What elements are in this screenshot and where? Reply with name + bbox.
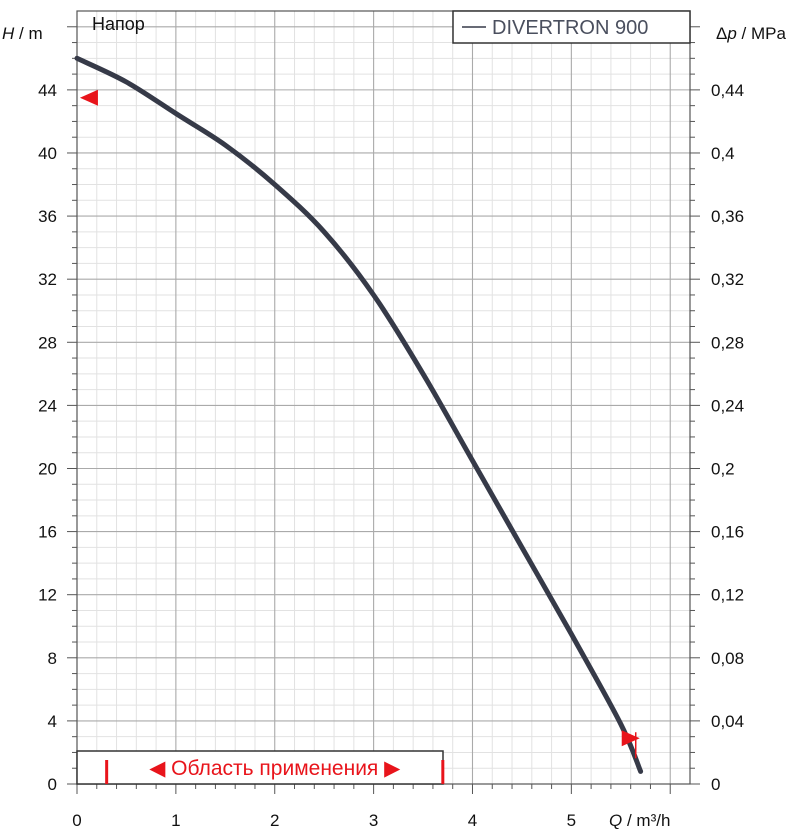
x-axis-tick-label: 4 bbox=[468, 811, 477, 829]
y-axis-right-tick-label: 0,44 bbox=[711, 81, 744, 100]
y-axis-right-tick-label: 0,04 bbox=[711, 712, 744, 731]
y-axis-right-tick-label: 0,12 bbox=[711, 586, 744, 605]
y-axis-right-tick-label: 0,36 bbox=[711, 207, 744, 226]
x-axis-tick-label: 2 bbox=[270, 811, 279, 829]
application-range-box: ◀ Область применения ▶ bbox=[76, 750, 445, 785]
y-axis-left-tick-label: 16 bbox=[38, 523, 57, 542]
y-axis-left-tick-label: 36 bbox=[38, 207, 57, 226]
y-axis-left-tick-label: 44 bbox=[38, 81, 57, 100]
y-axis-right-tick-label: 0,32 bbox=[711, 270, 744, 289]
y-axis-right-ticks: 0 0,04 0,08 0,12 0,16 0,2 0,24 0,28 0,32 0,36 0,4 0… bbox=[690, 26, 744, 794]
x-axis-title: Q / m³/h bbox=[609, 811, 670, 829]
x-axis-tick-label: 3 bbox=[369, 811, 378, 829]
y-axis-left-tick-label: 40 bbox=[38, 144, 57, 163]
y-axis-left-tick-label: 8 bbox=[48, 649, 57, 668]
y-axis-left-ticks: 0 4 8 12 16 20 24 28 32 36 40 44 bbox=[38, 26, 77, 794]
x-axis-tick-label: 5 bbox=[567, 811, 576, 829]
start-operating-point-marker bbox=[79, 89, 98, 106]
y-axis-left-symbol: H bbox=[2, 24, 15, 43]
y-axis-right-symbol-p: p bbox=[726, 24, 736, 43]
y-axis-right-tick-label: 0,08 bbox=[711, 649, 744, 668]
x-axis-tick-label: 0 bbox=[72, 811, 81, 829]
application-range-frame bbox=[76, 750, 444, 785]
y-axis-left-tick-label: 4 bbox=[48, 712, 57, 731]
y-axis-left-tick-label: 32 bbox=[38, 270, 57, 289]
y-axis-left-title: H / m bbox=[2, 24, 43, 43]
y-axis-right-tick-label: 0,16 bbox=[711, 523, 744, 542]
y-axis-right-tick-label: 0,2 bbox=[711, 459, 735, 478]
y-axis-right-tick-label: 0,28 bbox=[711, 333, 744, 352]
legend: DIVERTRON 900 bbox=[452, 10, 691, 44]
y-axis-left-tick-label: 28 bbox=[38, 333, 57, 352]
end-operating-point-marker bbox=[621, 730, 640, 747]
y-axis-left-tick-label: 0 bbox=[48, 775, 57, 794]
chart-title: Напор bbox=[92, 14, 145, 34]
y-axis-left-tick-label: 24 bbox=[38, 396, 57, 415]
application-range-label: ◀ Область применения ▶ bbox=[149, 757, 401, 780]
y-axis-right-title: Δp / MPa bbox=[716, 24, 786, 43]
y-axis-right-tick-label: 0 bbox=[711, 775, 720, 794]
x-axis-tick-label: 1 bbox=[171, 811, 180, 829]
y-axis-right-tick-label: 0,24 bbox=[711, 396, 744, 415]
grid-minor bbox=[77, 11, 690, 784]
y-axis-right-tick-label: 0,4 bbox=[711, 144, 735, 163]
y-axis-right-symbol: Δp bbox=[716, 24, 737, 43]
y-axis-left-unit: / m bbox=[14, 24, 42, 43]
grid-major bbox=[77, 11, 690, 784]
x-axis-unit: / m³/h bbox=[622, 811, 670, 829]
legend-label-divertron-900: DIVERTRON 900 bbox=[492, 17, 648, 39]
legend-frame bbox=[452, 10, 691, 44]
y-axis-left-tick-label: 20 bbox=[38, 459, 57, 478]
y-axis-left-tick-label: 12 bbox=[38, 586, 57, 605]
x-axis-symbol: Q bbox=[609, 811, 622, 829]
series-line-divertron-900 bbox=[74, 55, 644, 774]
x-axis-ticks: 0 1 2 3 4 5 bbox=[72, 784, 671, 829]
y-axis-right-unit: / MPa bbox=[737, 24, 787, 43]
